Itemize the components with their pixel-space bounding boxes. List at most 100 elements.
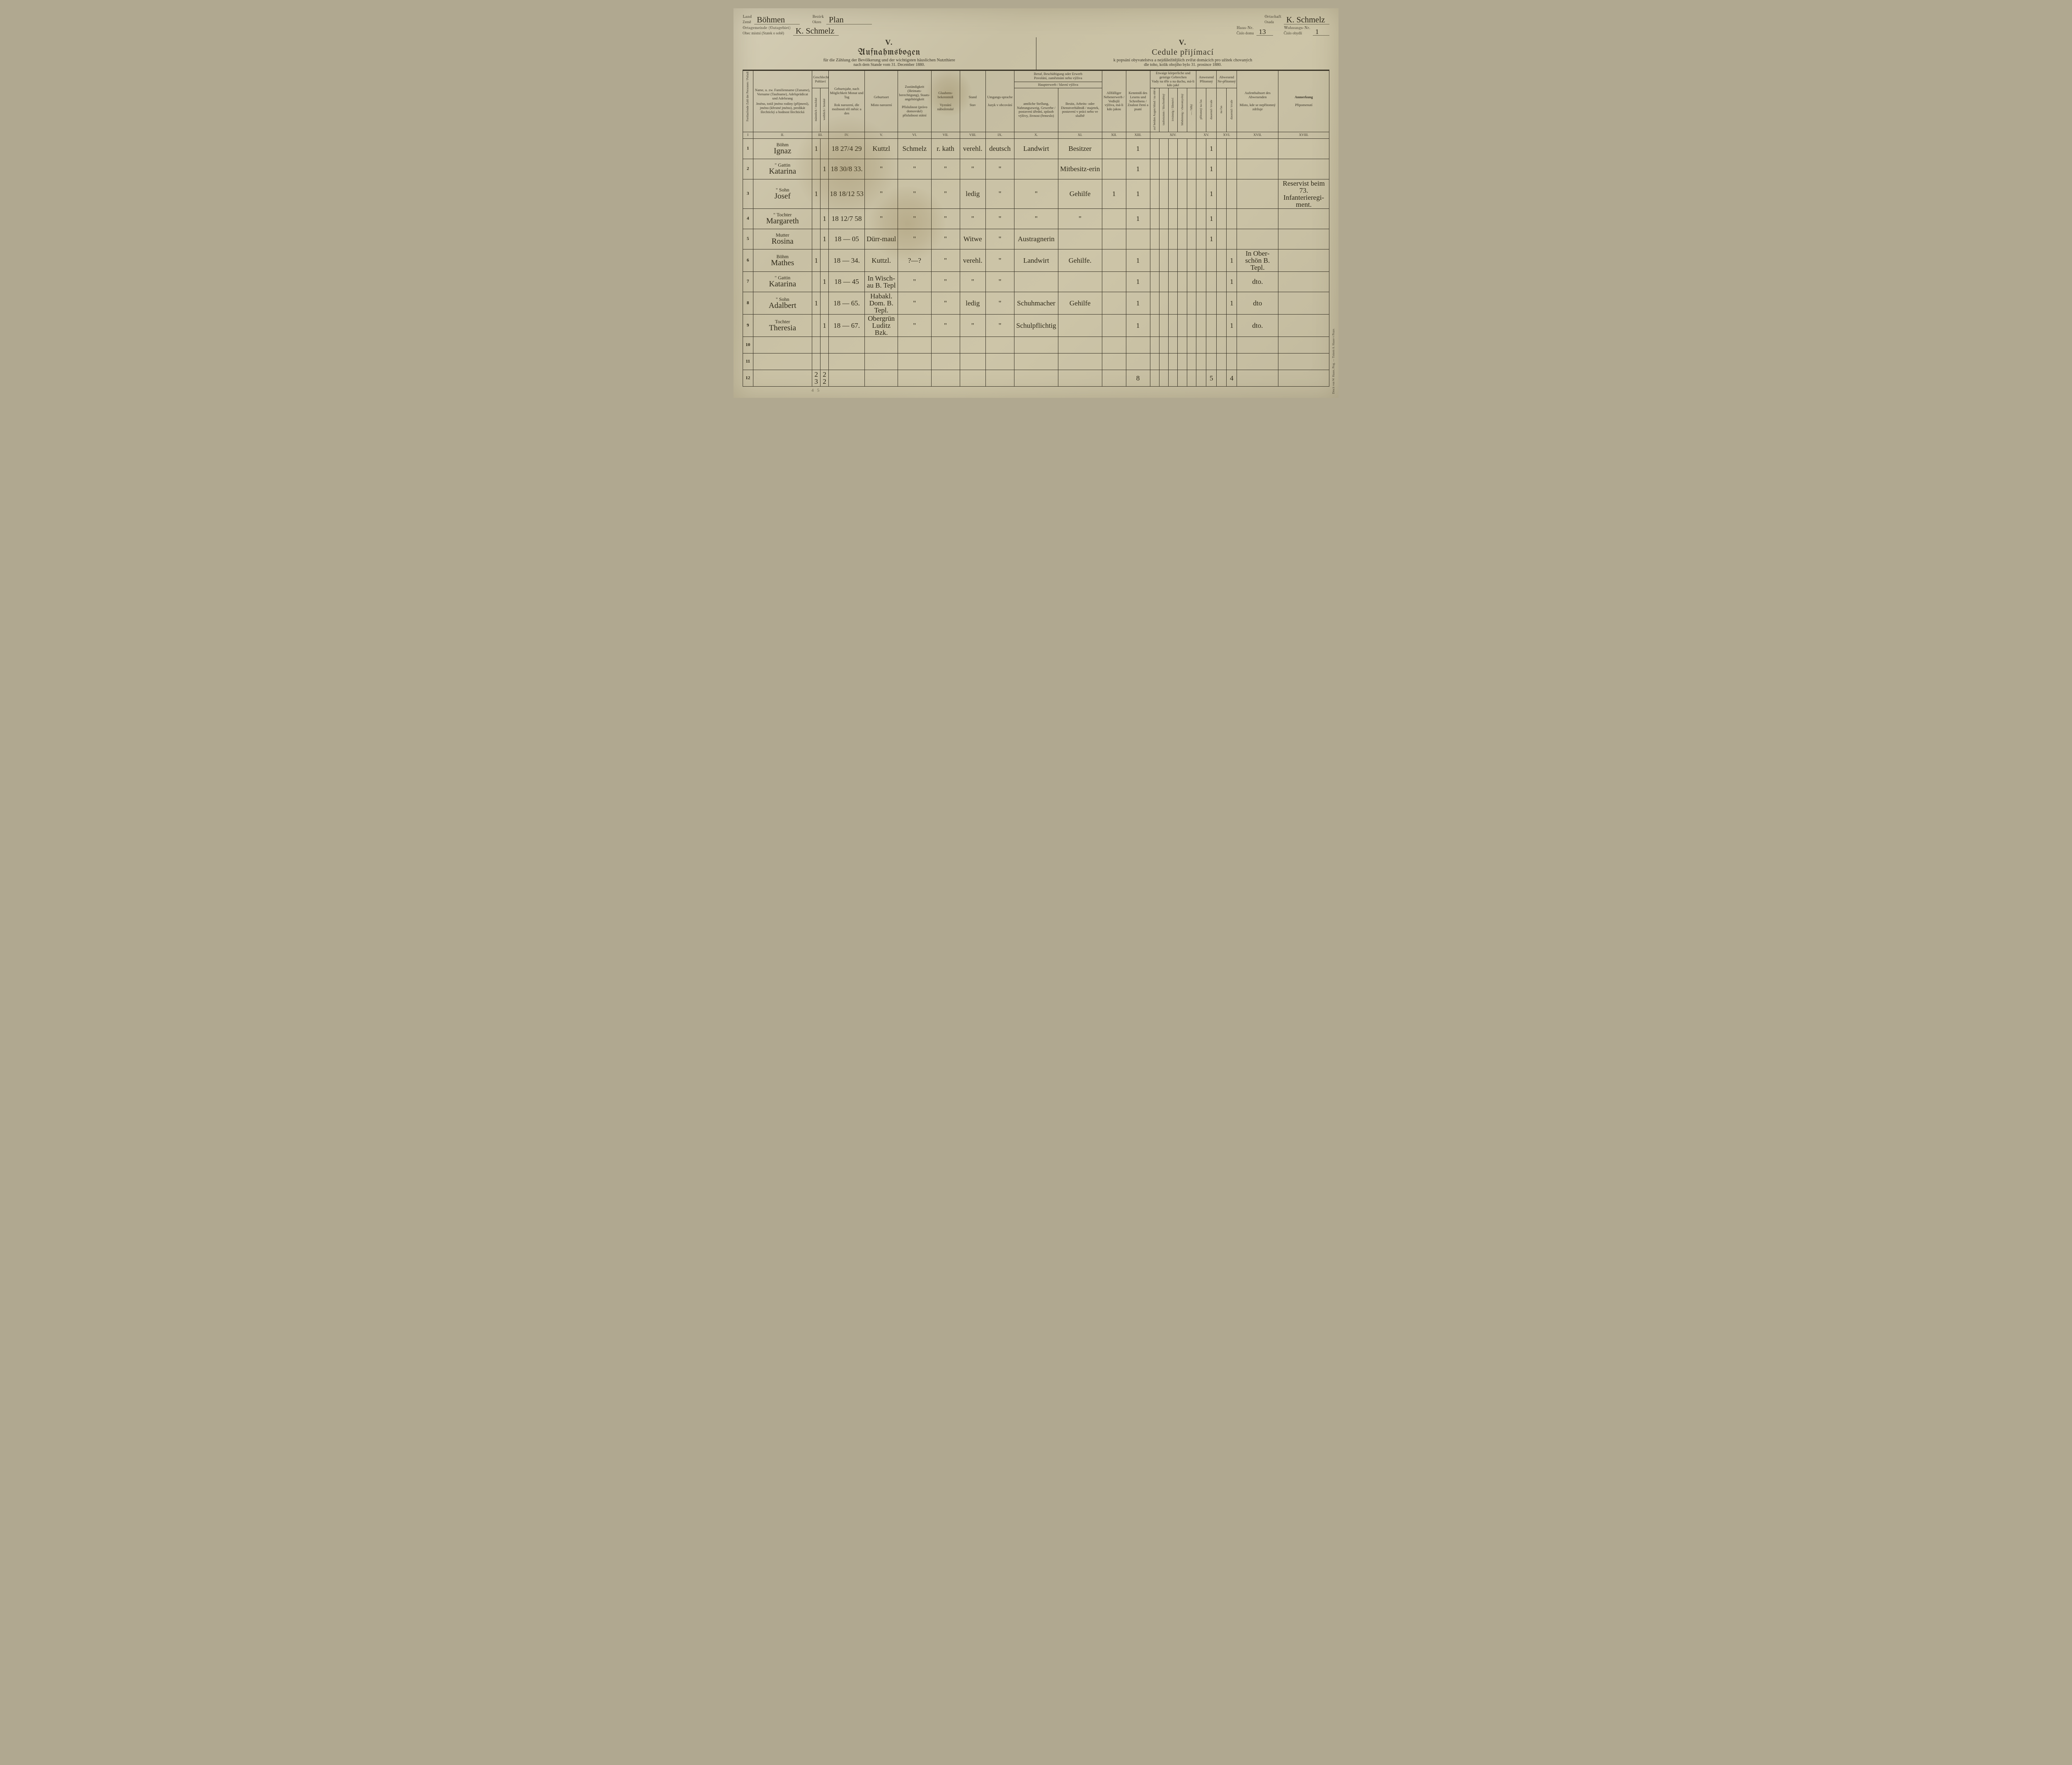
cell	[1178, 249, 1187, 271]
haus-value: 13	[1256, 28, 1273, 36]
cell	[1058, 229, 1102, 249]
cell: 18 30/8 33.	[829, 159, 865, 179]
cell: "	[985, 208, 1014, 229]
cell: "	[931, 271, 960, 292]
cell	[1102, 229, 1126, 249]
col6-cz: Příslušnost (právo domovské) příslušnost…	[902, 105, 927, 117]
cell: 1	[1102, 179, 1126, 208]
cell	[985, 370, 1014, 386]
cell	[1169, 370, 1178, 386]
cell	[865, 370, 898, 386]
cell: "	[898, 179, 931, 208]
cell	[753, 353, 812, 370]
bezirk-value: Plan	[826, 16, 872, 24]
cell	[1237, 370, 1278, 386]
cell	[1237, 138, 1278, 159]
cell	[1102, 249, 1126, 271]
cell: Habakl. Dom. B. Tepl.	[865, 292, 898, 314]
cell	[1187, 337, 1196, 353]
cell: "	[931, 159, 960, 179]
cell	[1216, 370, 1227, 386]
cell	[1237, 159, 1278, 179]
cell	[1206, 337, 1217, 353]
cell: "	[931, 208, 960, 229]
cell	[1169, 292, 1178, 314]
rn-14: XIV.	[1150, 132, 1196, 138]
cell	[1150, 249, 1159, 271]
cell	[1178, 292, 1187, 314]
tally-f: 5	[817, 388, 820, 393]
cell	[1178, 353, 1187, 370]
cell: dto	[1237, 292, 1278, 314]
cell	[812, 208, 821, 229]
cell	[1187, 208, 1196, 229]
cell: 1	[812, 292, 821, 314]
rn-18: XVIII.	[1278, 132, 1329, 138]
cell: "	[865, 179, 898, 208]
table-head: Fortlaufende Zahl der Personen / Pořadí …	[743, 71, 1329, 139]
cell	[821, 337, 829, 353]
cell: "	[1014, 208, 1058, 229]
cell	[1187, 292, 1196, 314]
cell	[1058, 353, 1102, 370]
cell	[1150, 370, 1159, 386]
cell	[1169, 138, 1178, 159]
cell	[1014, 159, 1058, 179]
cell	[1278, 208, 1329, 229]
rn-6: VI.	[898, 132, 931, 138]
cell	[1196, 292, 1206, 314]
cell: 1	[1227, 292, 1237, 314]
land-value: Böhmen	[754, 16, 800, 24]
cell	[1278, 271, 1329, 292]
cell: "	[960, 314, 985, 337]
cell	[1150, 353, 1159, 370]
cell	[829, 337, 865, 353]
cell	[812, 337, 821, 353]
rn-12: XII.	[1102, 132, 1126, 138]
col18-de: Anmerkung	[1295, 95, 1313, 99]
cell	[1216, 138, 1227, 159]
cell	[1187, 179, 1196, 208]
col15-cz: Přítomný	[1200, 79, 1213, 83]
col7-cz: Vyznání náboženské	[937, 103, 954, 111]
cell: Schuhmacher	[1014, 292, 1058, 314]
cell	[1278, 249, 1329, 271]
cell: "	[898, 208, 931, 229]
col1011-top-de: Beruf, Beschäftigung oder Erwerb	[1034, 72, 1082, 76]
cell: 1	[821, 314, 829, 337]
col4-de: Geburtsjahr, nach Möglichkeit Monat und …	[830, 87, 864, 99]
cell	[1102, 314, 1126, 337]
cell: 8	[1126, 370, 1150, 386]
cell	[1237, 208, 1278, 229]
col3a: männlich / mužské	[814, 98, 818, 121]
cell	[1102, 370, 1126, 386]
cell	[821, 292, 829, 314]
cell	[1187, 370, 1196, 386]
roman-left: V.	[746, 38, 1033, 47]
cell: In Wisch-au B. Tepl	[865, 271, 898, 292]
cell	[1187, 159, 1196, 179]
gemeinde-label-de: Ortsgemeinde (Gutsgebiet)	[743, 26, 791, 30]
cell: "	[985, 271, 1014, 292]
wohnung-label-de: Wohnungs-Nr.	[1284, 26, 1310, 30]
table-row: 5MutterRosina118 — 05Dürr-maul""Witwe"Au…	[743, 229, 1329, 249]
cell	[1159, 370, 1168, 386]
cell	[821, 138, 829, 159]
table-row: 3" SohnJosef118 18/12 53"""ledig""Gehilf…	[743, 179, 1329, 208]
cell	[1014, 271, 1058, 292]
cell: 12	[743, 370, 753, 386]
cell: BöhmIgnaz	[753, 138, 812, 159]
cell	[1126, 353, 1150, 370]
census-table: Fortlaufende Zahl der Personen / Pořadí …	[743, 70, 1329, 387]
cell	[1216, 337, 1227, 353]
cell	[1169, 208, 1178, 229]
header-strip: Land Země Böhmen Bezirk Okres Plan Ortsg…	[743, 14, 1329, 36]
gemeinde-label-cz: Obec místní (Statek o sobě)	[743, 31, 784, 35]
cell: "	[985, 179, 1014, 208]
cell: "	[865, 208, 898, 229]
cell	[1196, 337, 1206, 353]
cell: deutsch	[985, 138, 1014, 159]
cell: "	[865, 159, 898, 179]
cell: 1	[812, 138, 821, 159]
cell	[1237, 353, 1278, 370]
